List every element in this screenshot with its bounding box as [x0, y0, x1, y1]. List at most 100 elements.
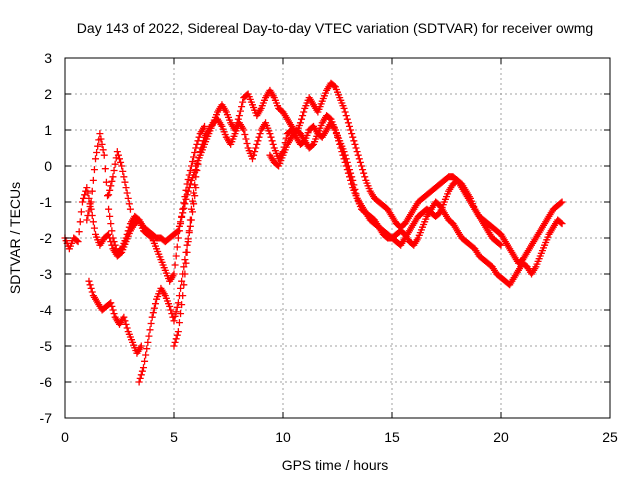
- data-point: [557, 219, 565, 227]
- data-point: [175, 227, 183, 235]
- data-point: [348, 130, 356, 138]
- x-tick-label: 15: [384, 429, 400, 445]
- data-point: [123, 230, 131, 238]
- data-point: [121, 178, 129, 186]
- data-point: [347, 169, 355, 177]
- data-point: [85, 194, 93, 202]
- data-point: [187, 205, 195, 213]
- data-point: [250, 151, 258, 159]
- data-point: [342, 112, 350, 120]
- data-point: [174, 328, 182, 336]
- data-point: [186, 216, 194, 224]
- y-tick-label: -7: [40, 410, 53, 426]
- data-point: [90, 224, 98, 232]
- data-point: [110, 310, 118, 318]
- series-track-b: [83, 122, 209, 285]
- data-point: [189, 197, 197, 205]
- data-point: [351, 185, 359, 193]
- data-point: [107, 182, 115, 190]
- data-point: [88, 288, 96, 296]
- data-point: [98, 140, 106, 148]
- data-point: [175, 319, 183, 327]
- data-point: [235, 112, 243, 120]
- data-point: [105, 191, 113, 199]
- data-point: [122, 234, 130, 242]
- data-point: [177, 310, 185, 318]
- data-point: [116, 155, 123, 163]
- data-point: [255, 133, 263, 141]
- x-axis-ticks: 0 5 10 15 20 25: [61, 58, 618, 445]
- data-point: [344, 119, 352, 127]
- data-point: [122, 320, 130, 328]
- y-tick-label: 2: [44, 86, 52, 102]
- data-point: [107, 299, 115, 307]
- data-point: [352, 144, 360, 152]
- data-point: [84, 212, 92, 219]
- data-point: [193, 167, 201, 174]
- data-point: [234, 115, 242, 123]
- chart-title: Day 143 of 2022, Sidereal Day-to-day VTE…: [77, 20, 593, 36]
- data-point: [90, 166, 98, 174]
- data-point: [144, 338, 152, 346]
- data-point: [352, 190, 360, 198]
- data-point: [143, 345, 151, 353]
- data-point: [117, 158, 125, 166]
- data-point: [110, 238, 118, 246]
- data-point: [435, 210, 443, 218]
- data-point: [89, 176, 97, 184]
- data-point: [177, 284, 185, 292]
- data-point: [100, 151, 108, 159]
- data-point: [266, 130, 274, 138]
- data-point: [121, 317, 129, 325]
- data-point: [172, 308, 180, 316]
- data-point: [354, 151, 362, 159]
- series-track-h: [266, 112, 505, 249]
- data-point: [141, 357, 149, 365]
- data-point: [359, 166, 367, 174]
- data-point: [104, 192, 112, 200]
- data-point: [233, 119, 241, 127]
- data-point: [240, 126, 248, 134]
- data-point: [557, 199, 565, 207]
- data-point: [117, 246, 125, 254]
- data-point: [341, 151, 349, 159]
- data-point: [350, 137, 358, 145]
- x-tick-label: 20: [493, 429, 509, 445]
- data-point: [172, 252, 180, 260]
- series-track-d: [105, 148, 134, 213]
- x-tick-label: 10: [275, 429, 291, 445]
- data-point: [185, 227, 193, 235]
- data-point: [123, 324, 131, 332]
- data-point: [357, 162, 365, 170]
- data-point: [102, 178, 110, 186]
- data-point: [173, 331, 181, 339]
- data-point: [147, 233, 155, 241]
- data-point: [89, 218, 97, 226]
- data-point: [120, 313, 128, 321]
- data-point: [101, 165, 109, 173]
- data-point: [124, 227, 132, 235]
- data-point: [183, 180, 191, 188]
- data-point: [242, 135, 250, 143]
- data-point: [109, 173, 117, 181]
- data-point: [173, 243, 181, 251]
- data-point: [178, 277, 186, 285]
- data-point: [178, 212, 186, 220]
- y-tick-label: -2: [40, 230, 53, 246]
- data-point: [184, 238, 192, 246]
- data-point: [146, 326, 154, 334]
- x-tick-label: 5: [170, 429, 178, 445]
- data-point: [185, 171, 193, 179]
- data-point: [238, 103, 246, 111]
- data-point: [191, 149, 199, 156]
- data-point: [166, 302, 174, 310]
- y-tick-label: -3: [40, 266, 53, 282]
- data-point: [186, 222, 194, 230]
- data-point: [251, 148, 259, 156]
- data-point: [178, 301, 186, 309]
- y-tick-label: 3: [44, 50, 52, 66]
- data-point: [347, 126, 355, 134]
- data-point: [111, 160, 119, 168]
- data-point: [181, 193, 189, 201]
- data-point: [123, 189, 131, 197]
